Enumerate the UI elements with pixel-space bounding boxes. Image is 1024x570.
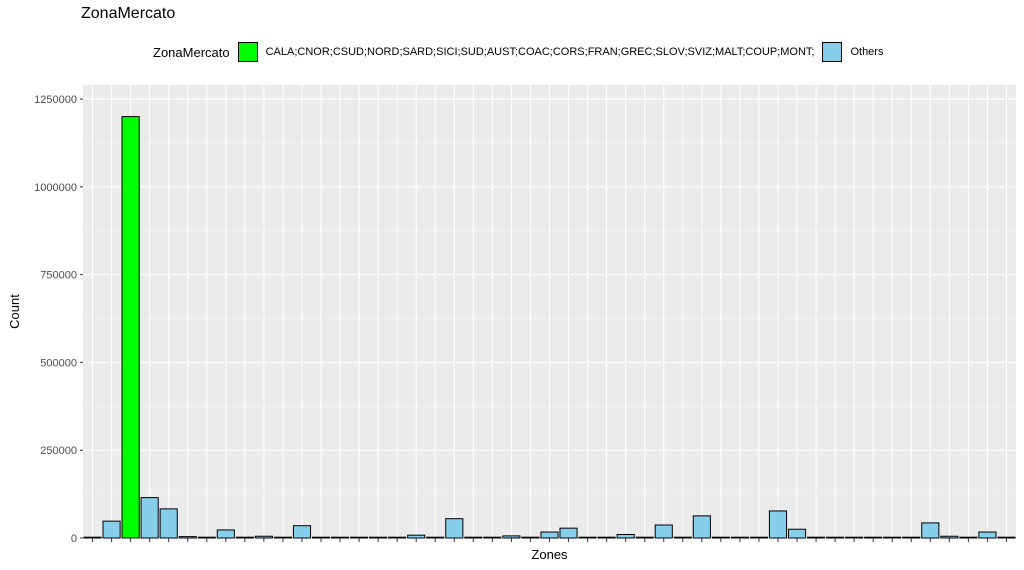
bar <box>845 536 864 539</box>
y-tick-label: 500000 <box>40 357 77 369</box>
y-axis-title: Count <box>7 294 22 329</box>
bar <box>959 536 978 539</box>
bar <box>83 536 102 539</box>
bar <box>635 536 654 539</box>
bar <box>388 536 407 539</box>
grid-lines <box>83 85 1016 539</box>
bar <box>902 536 921 539</box>
bar <box>921 522 940 539</box>
bar <box>940 535 959 539</box>
legend-label-others: Others <box>850 46 884 58</box>
x-axis <box>92 538 1007 542</box>
bar <box>502 535 521 539</box>
y-axis: 0 250000 500000 750000 1000000 1250000 <box>34 94 83 545</box>
bar <box>807 536 826 539</box>
bar <box>445 518 464 539</box>
legend-key-highlighted <box>237 42 258 62</box>
bar <box>369 536 388 539</box>
bar <box>197 536 216 539</box>
bar <box>692 515 711 539</box>
bar <box>273 536 292 539</box>
legend: ZonaMercato CALA;CNOR;CSUD;NORD;SARD;SIC… <box>153 39 891 65</box>
bar <box>978 531 997 539</box>
bar <box>235 536 254 539</box>
bar <box>730 536 749 539</box>
bar <box>673 536 692 539</box>
bar <box>540 531 559 539</box>
chart-title: ZonaMercato <box>81 5 176 22</box>
bar <box>140 497 159 539</box>
bar <box>464 536 483 539</box>
bar <box>864 536 883 539</box>
bar <box>768 510 788 539</box>
bar <box>711 536 730 539</box>
bar <box>826 536 845 539</box>
y-tick-label: 0 <box>71 533 77 545</box>
bar <box>407 534 426 539</box>
bar <box>311 536 331 539</box>
bar <box>483 536 502 539</box>
y-tick-label: 750000 <box>40 270 77 282</box>
legend-title: ZonaMercato <box>153 44 230 60</box>
x-axis-title: Zones <box>531 547 568 562</box>
bar <box>616 533 635 539</box>
bar <box>749 536 769 539</box>
bar <box>121 116 140 539</box>
bar <box>883 536 902 539</box>
bar <box>102 520 121 539</box>
bar <box>159 508 178 539</box>
legend-label-highlighted: CALA;CNOR;CSUD;NORD;SARD;SICI;SUD;AUST;C… <box>265 46 815 58</box>
legend-key-others <box>822 42 843 62</box>
y-tick-label: 250000 <box>40 445 77 457</box>
bar <box>178 536 197 539</box>
bar <box>330 536 350 539</box>
bar <box>254 535 273 539</box>
bar <box>292 525 312 539</box>
bar <box>578 536 597 539</box>
bar <box>216 529 235 539</box>
bar <box>997 536 1016 539</box>
bar <box>559 527 578 539</box>
y-tick-label: 1000000 <box>34 182 77 194</box>
bar <box>350 536 369 539</box>
bar <box>787 528 807 539</box>
y-tick-label: 1250000 <box>34 94 77 106</box>
bar <box>654 524 673 539</box>
bar <box>426 536 445 539</box>
bar <box>521 536 540 539</box>
bars <box>83 116 1016 539</box>
bar <box>597 536 616 539</box>
